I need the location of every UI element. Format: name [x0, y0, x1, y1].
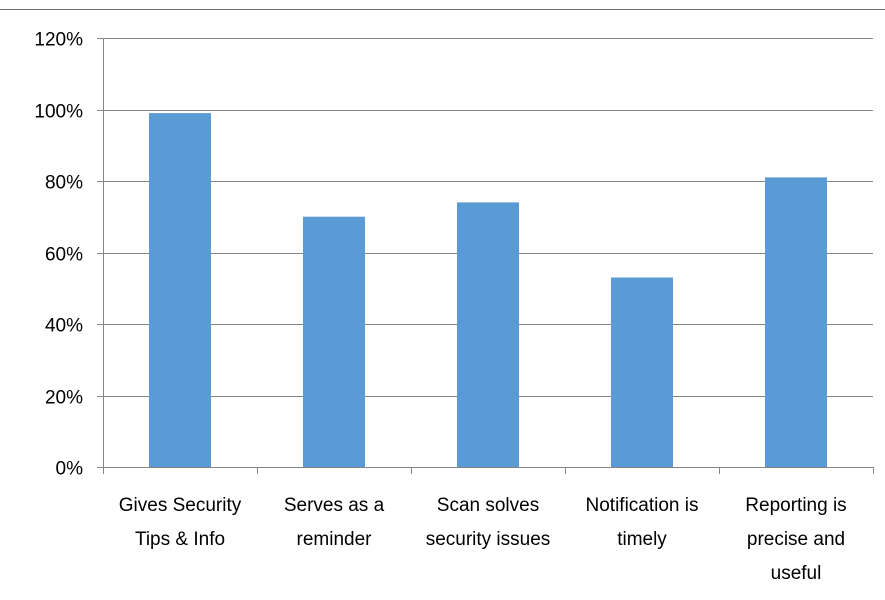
bar — [765, 177, 827, 467]
gridlines — [103, 38, 873, 397]
y-tick-label: 40% — [45, 316, 83, 337]
bar — [303, 216, 365, 467]
x-axis-category-labels: Gives Security Tips & Info Serves as a remi… — [119, 495, 847, 584]
y-tick-label: 60% — [45, 245, 83, 266]
y-tick-label: 80% — [45, 173, 83, 194]
x-category-label: Serves as a reminder — [284, 495, 385, 550]
y-axis-tick-labels: 0% 20% 40% 60% 80% 100% 120% — [34, 30, 83, 480]
bars — [149, 113, 827, 467]
bar — [457, 202, 519, 467]
x-category-label: Notification is timely — [586, 495, 699, 550]
y-tick-label: 100% — [34, 102, 83, 123]
x-category-label: Reporting is precise and useful — [745, 495, 846, 584]
top-border-line — [0, 9, 885, 10]
x-category-label: Gives Security Tips & Info — [119, 495, 242, 550]
y-tick-label: 20% — [45, 388, 83, 409]
y-tick-label: 0% — [56, 459, 84, 480]
axes — [97, 38, 874, 474]
bar — [611, 277, 673, 467]
x-category-label: Scan solves security issues — [426, 495, 551, 550]
bar — [149, 113, 211, 467]
y-tick-label: 120% — [34, 30, 83, 51]
